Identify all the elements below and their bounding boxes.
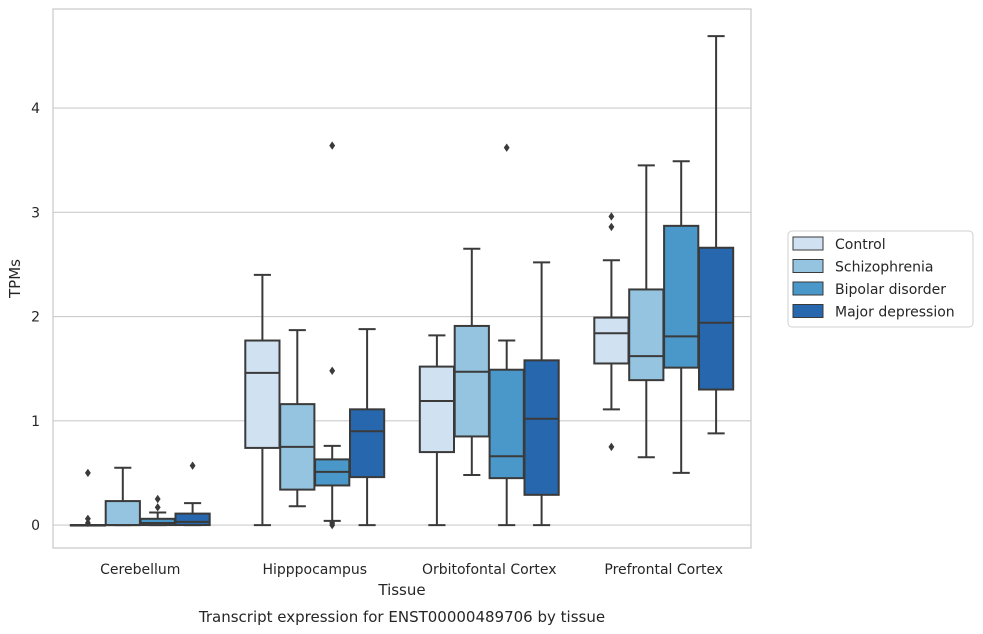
box — [593, 316, 630, 365]
x-tick-label: Cerebellum — [100, 562, 180, 578]
legend-item: Control — [792, 236, 886, 253]
box-plot-marks — [69, 35, 735, 530]
box-group — [628, 164, 665, 459]
box-group — [174, 461, 211, 527]
box — [348, 408, 386, 479]
outlier-point — [608, 442, 615, 452]
box-group — [697, 35, 735, 435]
box-group — [244, 273, 281, 527]
legend-item: Major depression — [792, 304, 955, 321]
outlier-point — [154, 494, 161, 504]
box — [697, 246, 735, 391]
x-tick-label: Orbitofontal Cortex — [422, 562, 557, 578]
outlier-point — [608, 222, 615, 232]
x-axis-label: Tissue — [377, 581, 425, 599]
outlier-point — [329, 141, 336, 150]
box-group — [348, 328, 386, 527]
box — [523, 359, 560, 496]
outlier-point — [329, 520, 336, 530]
x-tick-label: Prefrontal Cortex — [604, 562, 723, 578]
outlier-point — [84, 518, 91, 528]
outlier-point — [503, 143, 510, 152]
outlier-point — [329, 366, 336, 375]
y-tick-label: 0 — [31, 518, 40, 534]
box-group — [69, 468, 107, 528]
legend-label: Schizophrenia — [835, 260, 933, 276]
box-group — [418, 334, 456, 527]
legend-label: Control — [835, 237, 886, 253]
box-group — [314, 141, 351, 530]
outlier-point — [154, 503, 161, 512]
legend-swatch — [792, 236, 824, 251]
box-group — [488, 143, 525, 527]
box-group — [523, 261, 560, 527]
legend-frame — [787, 230, 974, 328]
legend-label: Bipolar disorder — [835, 282, 946, 298]
grid-lines — [53, 107, 751, 526]
legend-swatch — [792, 259, 824, 273]
box-group — [104, 466, 141, 527]
legend-item: Schizophrenia — [792, 259, 933, 276]
y-axis-label: TPMs — [6, 259, 24, 299]
box — [488, 368, 525, 480]
outlier-point — [189, 461, 196, 470]
y-tick-label: 4 — [31, 101, 40, 117]
x-tick-labels: Cerebellum Hipppocampus Orbitofontal Corte… — [100, 562, 723, 578]
box-group — [139, 494, 176, 527]
box — [628, 288, 665, 382]
y-tick-label: 2 — [31, 310, 40, 326]
box — [453, 324, 490, 438]
legend-item: Bipolar disorder — [792, 281, 946, 298]
y-tick-label: 3 — [31, 205, 40, 221]
x-tick-label: Hipppocampus — [262, 562, 367, 578]
y-tick-labels: 0 1 2 3 4 — [31, 101, 40, 534]
box — [174, 512, 211, 527]
box-group — [279, 329, 316, 508]
legend-swatch — [792, 281, 824, 296]
y-tick-label: 1 — [31, 414, 40, 430]
box — [104, 500, 141, 527]
legend-label: Major depression — [835, 305, 955, 321]
chart-caption: Transcript expression for ENST0000048970… — [198, 608, 605, 626]
box-group — [453, 247, 490, 477]
box — [418, 365, 456, 454]
box-group — [593, 212, 630, 452]
box — [663, 224, 700, 369]
box-group — [663, 160, 700, 474]
outlier-point — [608, 212, 615, 221]
legend: Control Schizophrenia Bipolar disorder Majo… — [787, 230, 974, 328]
legend-swatch — [792, 304, 824, 318]
box — [244, 339, 281, 449]
plot-frame — [52, 8, 752, 549]
outlier-point — [84, 468, 91, 478]
box — [139, 517, 176, 527]
